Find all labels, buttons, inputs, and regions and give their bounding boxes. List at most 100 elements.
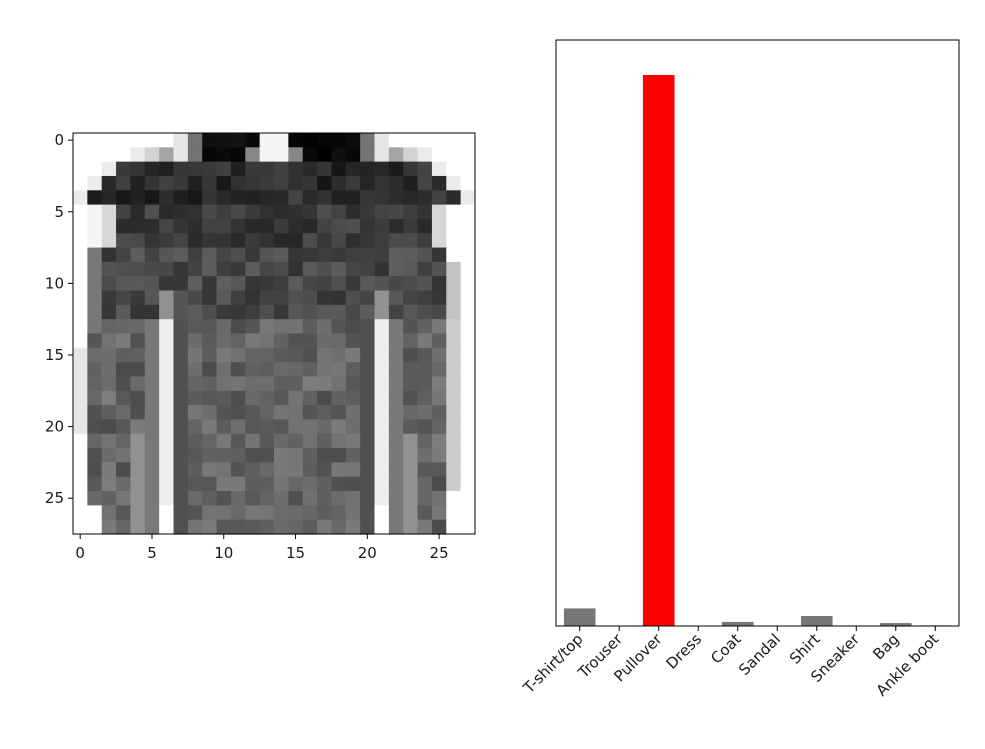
pixel <box>331 218 347 234</box>
pixel <box>302 462 318 478</box>
pixel <box>116 491 132 506</box>
pixel <box>130 390 146 406</box>
pixel <box>360 319 376 335</box>
pixel <box>460 505 476 521</box>
pixel <box>159 390 175 406</box>
pixel <box>173 261 189 277</box>
pixel <box>130 247 146 263</box>
pixel <box>173 276 189 292</box>
pixel <box>144 161 160 177</box>
pixel <box>173 390 189 406</box>
x-tick-label: 15 <box>286 544 305 562</box>
pixel <box>101 519 117 535</box>
pixel <box>187 333 203 349</box>
pixel <box>345 218 361 234</box>
pixel <box>216 433 232 449</box>
pixel <box>116 247 132 263</box>
pixel <box>431 491 447 506</box>
pixel <box>101 175 117 191</box>
pixel <box>446 190 462 206</box>
pixel <box>116 519 132 535</box>
pixel <box>202 204 218 220</box>
pixel <box>87 405 103 421</box>
pixel <box>259 462 275 478</box>
pixel <box>274 218 289 234</box>
pixel <box>374 376 390 392</box>
pixel <box>245 405 261 421</box>
pixel <box>431 462 447 478</box>
pixel <box>202 147 218 163</box>
pixel <box>317 462 333 478</box>
pixel <box>202 362 218 378</box>
pixel <box>403 347 419 363</box>
pixel <box>345 505 361 521</box>
pixel <box>130 448 146 463</box>
pixel <box>274 433 289 449</box>
pixel <box>345 347 361 363</box>
pixel <box>446 347 462 363</box>
pixel <box>144 147 160 163</box>
pixel <box>388 448 404 463</box>
pixel <box>144 405 160 421</box>
pixel <box>431 218 447 234</box>
image-pixels <box>73 133 476 535</box>
pixel <box>245 448 261 463</box>
pixel <box>245 276 261 292</box>
pixel <box>345 390 361 406</box>
pixel <box>173 218 189 234</box>
pixel <box>130 304 146 320</box>
pixel <box>159 347 175 363</box>
pixel <box>331 247 347 263</box>
pixel <box>317 218 333 234</box>
pixel <box>302 476 318 492</box>
pixel <box>374 333 390 349</box>
pixel <box>187 376 203 392</box>
pixel <box>374 347 390 363</box>
x-tick-label: 0 <box>75 544 85 562</box>
pixel <box>403 519 419 535</box>
pixel <box>460 462 476 478</box>
pixel <box>245 218 261 234</box>
pixel <box>403 133 419 148</box>
pixel <box>187 161 203 177</box>
pixel <box>216 147 232 163</box>
pixel <box>302 491 318 506</box>
pixel <box>230 233 246 249</box>
pixel <box>245 347 261 363</box>
pixel <box>216 133 232 148</box>
pixel <box>302 376 318 392</box>
pixel <box>403 190 419 206</box>
pixel <box>345 147 361 163</box>
pixel <box>374 476 390 492</box>
pixel <box>374 175 390 191</box>
pixel <box>87 261 103 277</box>
pixel <box>230 405 246 421</box>
pixel <box>345 161 361 177</box>
pixel <box>130 319 146 335</box>
pixel <box>431 419 447 435</box>
pixel <box>187 147 203 163</box>
y-tick-label: 25 <box>45 489 64 507</box>
bar-t-shirt-top <box>563 608 596 626</box>
pixel <box>417 347 433 363</box>
pixel <box>87 505 103 521</box>
pixel <box>331 133 347 148</box>
pixel <box>331 505 347 521</box>
pixel <box>202 419 218 435</box>
pixel <box>374 405 390 421</box>
pixel <box>245 491 261 506</box>
pixel <box>274 405 289 421</box>
pixel <box>274 333 289 349</box>
pixel <box>460 233 476 249</box>
pixel <box>73 175 88 191</box>
pixel <box>374 390 390 406</box>
pixel <box>73 161 88 177</box>
pixel <box>460 175 476 191</box>
pixel <box>73 433 88 449</box>
pixel <box>374 290 390 306</box>
pixel <box>403 247 419 263</box>
pixel <box>446 505 462 521</box>
pixel <box>274 190 289 206</box>
pixel <box>173 491 189 506</box>
